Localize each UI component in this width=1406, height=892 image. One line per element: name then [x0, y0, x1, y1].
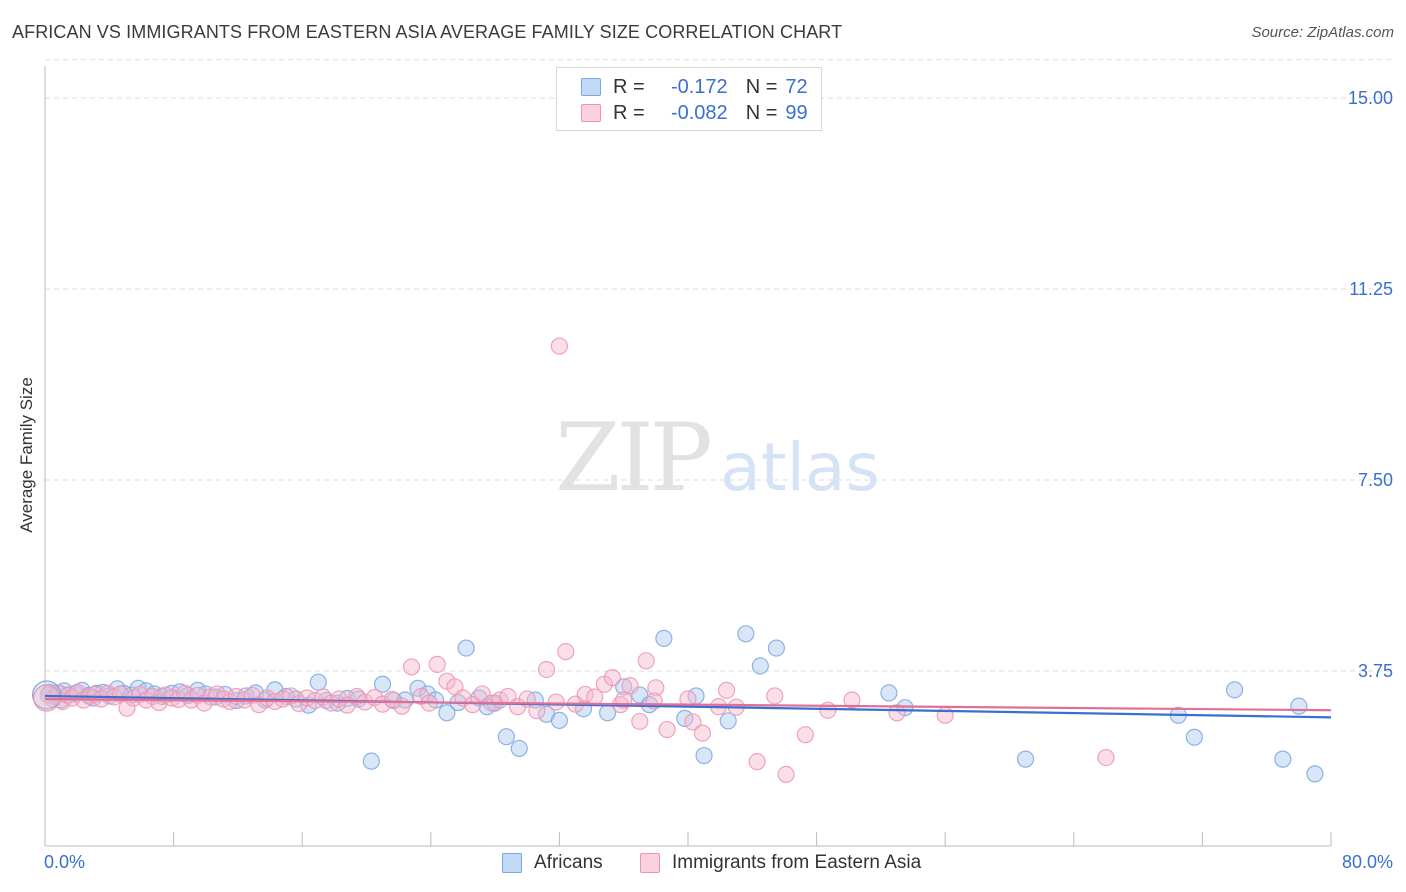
stats-row-asia: R = -0.082 N = 99	[581, 101, 808, 125]
africans-point	[1225, 681, 1244, 699]
asia-point	[463, 696, 482, 714]
gridlines	[45, 59, 1393, 672]
africans-point	[1290, 697, 1308, 715]
source-note: Source: ZipAtlas.com	[1251, 24, 1394, 41]
n-label: N =	[745, 101, 778, 124]
africans-point	[497, 728, 515, 746]
asia-point	[402, 658, 421, 676]
legend-item-asia[interactable]: Immigrants from Eastern Asia	[640, 852, 921, 874]
y-tick-label: 7.50	[1358, 470, 1393, 490]
asia-point	[637, 652, 655, 670]
series-legend: Africans Immigrants from Eastern Asia	[0, 852, 1406, 878]
asia-trend-line	[44, 697, 1332, 712]
asia-point	[658, 720, 676, 739]
data-points	[32, 337, 1324, 783]
r-label: R =	[613, 101, 645, 124]
africans-point	[373, 675, 392, 693]
africans-point	[719, 712, 737, 730]
r-label: R =	[613, 75, 645, 98]
africans-point	[1016, 750, 1035, 768]
asia-point	[766, 687, 784, 705]
asia-point	[936, 706, 954, 724]
asia-point	[557, 643, 575, 661]
asia-point	[819, 701, 837, 719]
y-tick-label: 15.00	[1348, 88, 1393, 108]
africans-point	[1185, 728, 1203, 746]
asia-point	[717, 681, 736, 699]
africans-point	[615, 678, 633, 696]
africans-point	[309, 673, 327, 691]
africans-point	[737, 625, 755, 643]
asia-point	[393, 697, 411, 715]
y-tick-label: 3.75	[1358, 661, 1393, 681]
watermark: ZIP atlas	[555, 404, 880, 513]
asia-point	[373, 695, 392, 713]
asia-point	[631, 712, 649, 731]
trend-lines	[44, 694, 1332, 719]
africans-point	[767, 639, 786, 657]
asia-legend-swatch	[640, 853, 660, 873]
asia-point	[888, 704, 906, 722]
africans-swatch	[581, 78, 601, 96]
y-tick-label: 11.25	[1349, 279, 1393, 299]
watermark-atlas: atlas	[720, 429, 880, 506]
asia-point	[537, 660, 556, 679]
africans-point	[1306, 765, 1324, 783]
africans-point	[655, 629, 673, 648]
legend-item-africans[interactable]: Africans	[502, 852, 603, 874]
chart-title: AFRICAN VS IMMIGRANTS FROM EASTERN ASIA …	[12, 22, 843, 42]
africans-point	[751, 657, 769, 675]
asia-point	[576, 685, 594, 704]
n-value: 99	[785, 101, 808, 124]
africans-point	[362, 752, 380, 770]
asia-point	[603, 669, 622, 687]
x-tick-label-max: 80.0%	[1341, 852, 1393, 872]
asia-point	[428, 655, 446, 673]
y-tick-labels: 3.75 7.50 11.25 15.00	[1348, 88, 1393, 681]
asia-point	[621, 677, 639, 695]
asia-point	[748, 753, 766, 771]
asia-point	[684, 713, 702, 731]
asia-point	[647, 679, 665, 697]
africans-point	[438, 704, 456, 722]
stats-legend: R = -0.172 N = 72 R = -0.082 N = 99	[556, 67, 822, 131]
africans-trend-line	[44, 694, 1332, 719]
legend-label: Africans	[534, 852, 603, 873]
asia-point	[1097, 748, 1115, 767]
watermark-zip: ZIP	[555, 404, 709, 513]
asia-point	[693, 724, 712, 742]
n-label: N =	[745, 75, 778, 98]
r-value: -0.082	[670, 101, 728, 124]
asia-swatch	[581, 104, 601, 122]
asia-point	[843, 691, 861, 709]
africans-legend-swatch	[502, 853, 522, 873]
asia-point	[547, 693, 565, 711]
asia-point	[796, 726, 814, 744]
africans-point	[457, 639, 475, 657]
x-tick-label-min: 0.0%	[44, 852, 86, 872]
asia-point	[777, 765, 795, 783]
axes	[44, 66, 1332, 847]
africans-point	[550, 711, 569, 730]
africans-point	[695, 746, 713, 765]
africans-point	[1274, 750, 1292, 768]
asia-point	[550, 337, 569, 355]
africans-point	[880, 684, 898, 702]
r-value: -0.172	[670, 75, 728, 98]
asia-point	[383, 690, 401, 709]
legend-label: Immigrants from Eastern Asia	[672, 852, 922, 873]
africans-point	[510, 739, 528, 758]
n-value: 72	[785, 75, 808, 98]
stats-row-africans: R = -0.172 N = 72	[581, 75, 808, 99]
